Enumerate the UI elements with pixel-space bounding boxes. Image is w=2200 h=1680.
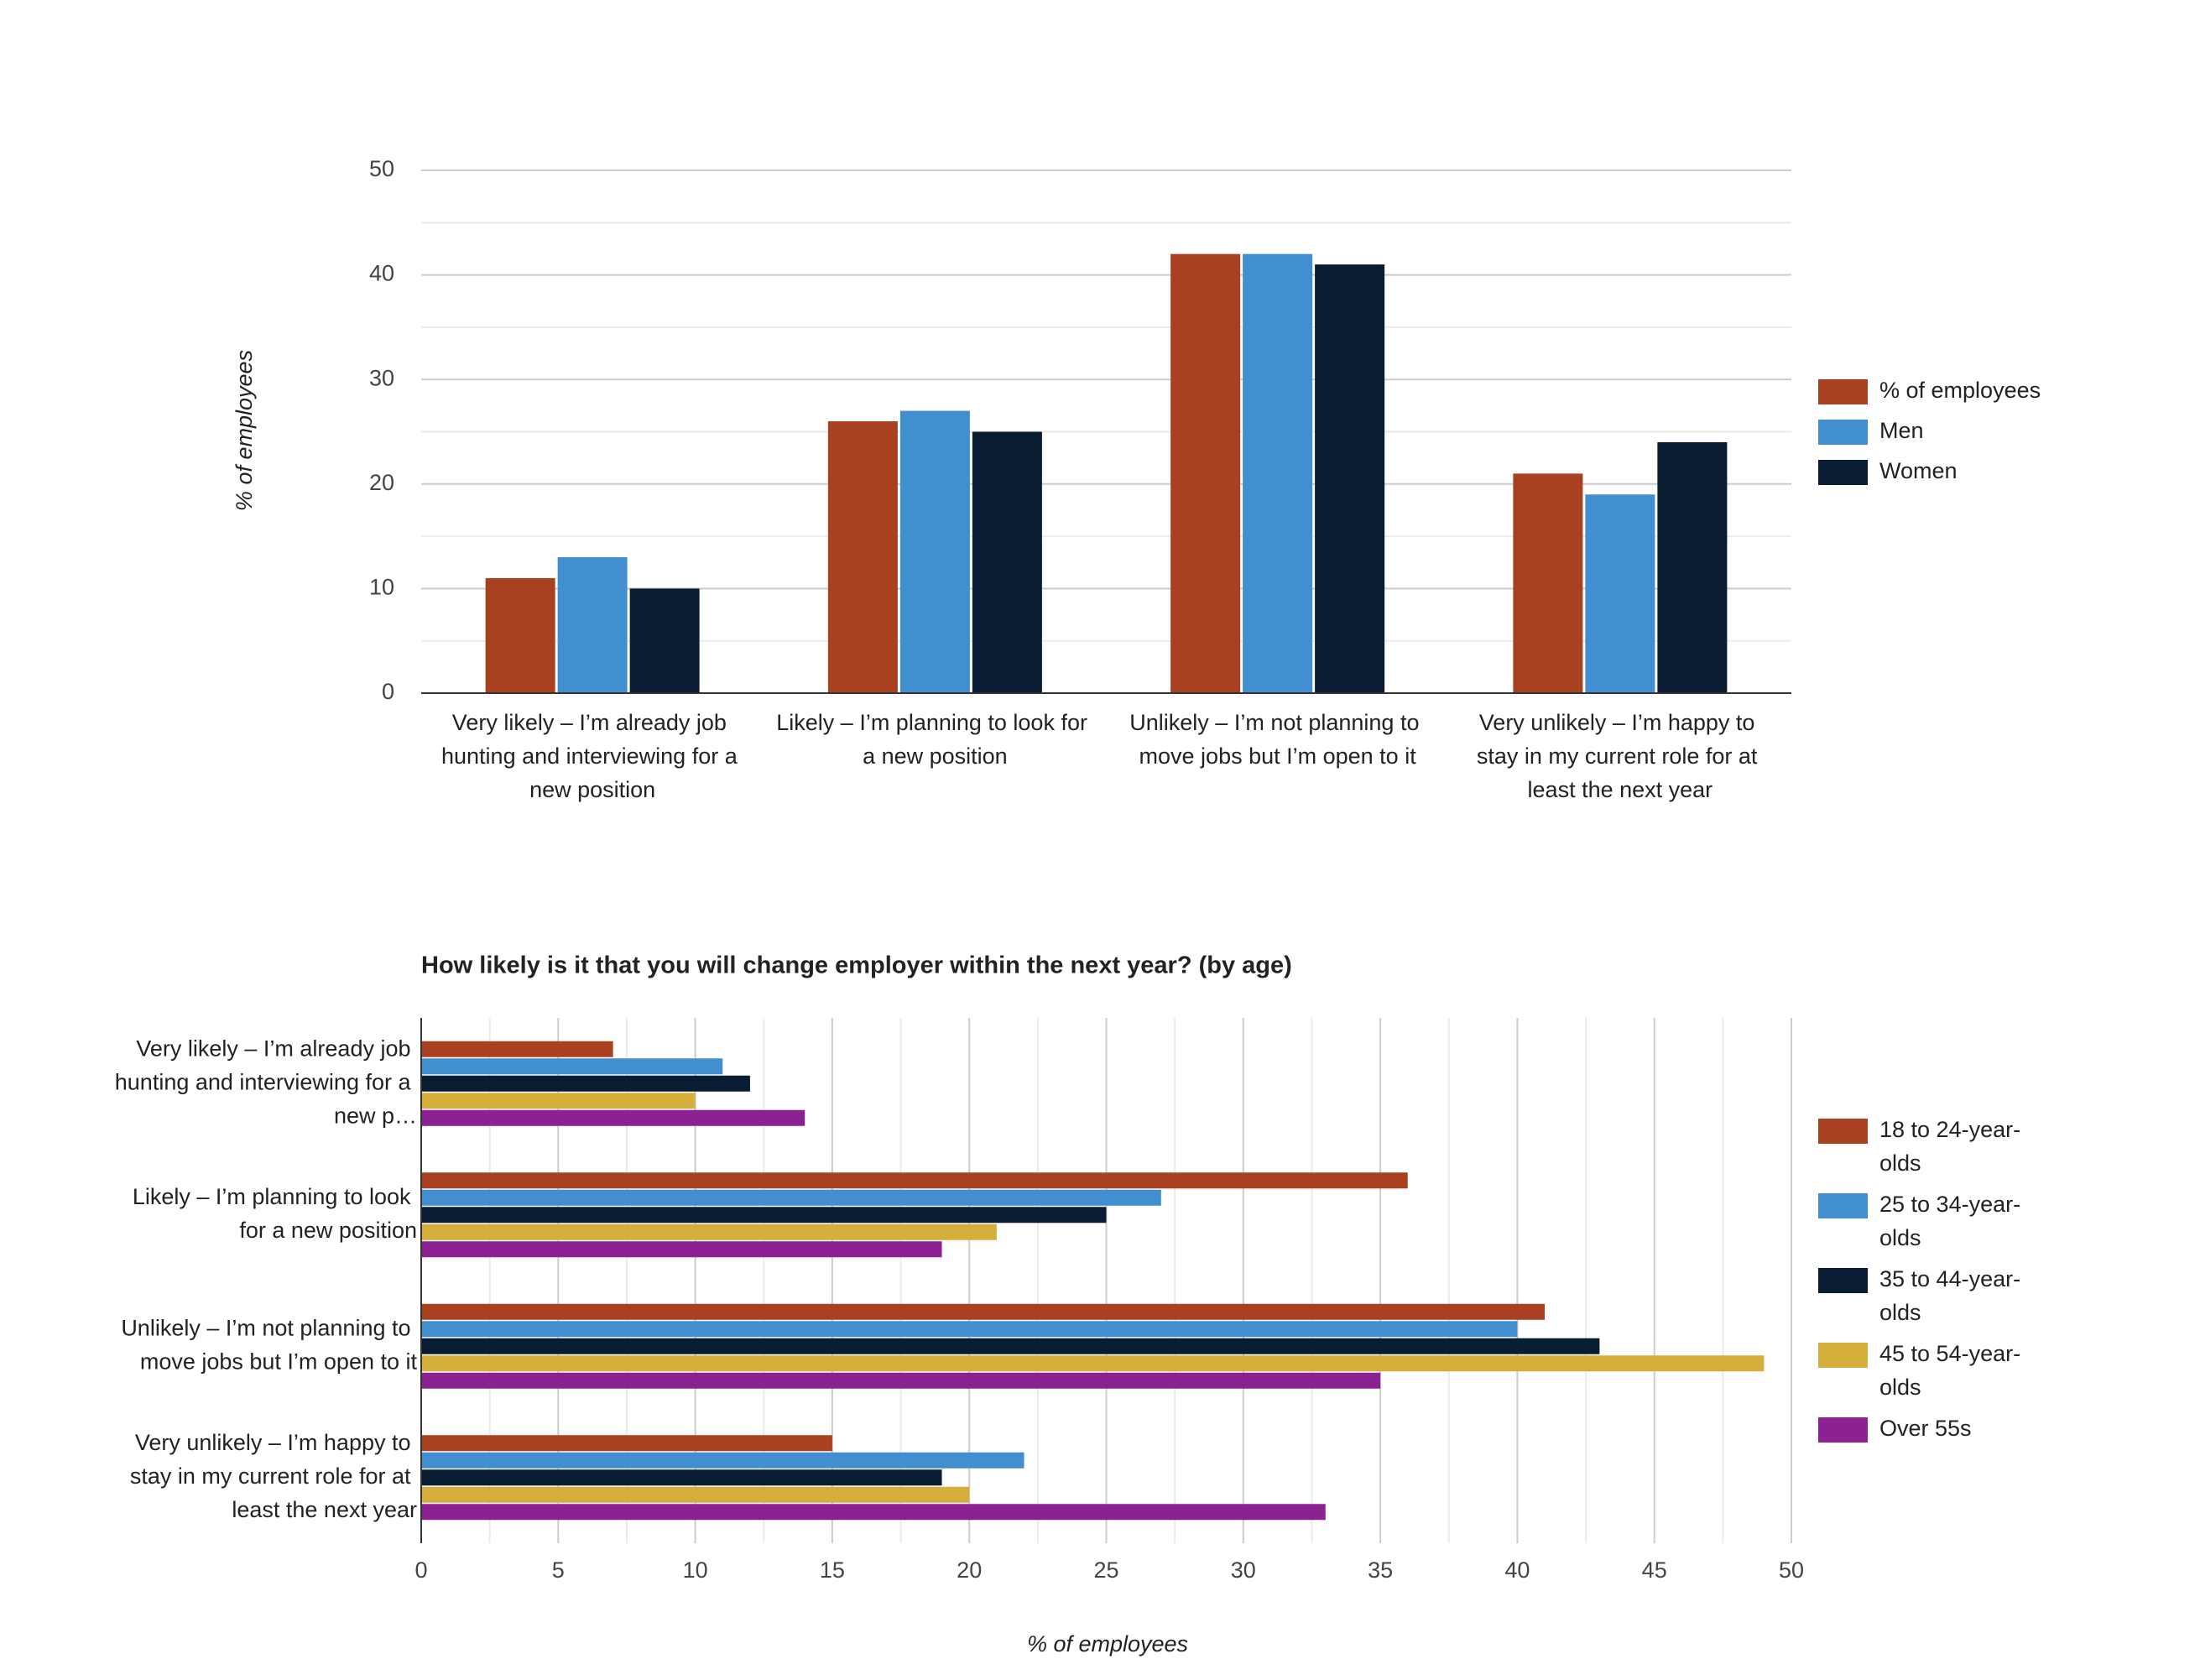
bar: [1585, 494, 1655, 693]
y-tick-label: Very likely – I’m already job hunting an…: [115, 1036, 417, 1128]
legend-label: Women: [1879, 458, 1958, 483]
x-tick-label: Very unlikely – I’m happy to stay in my …: [1477, 710, 1764, 802]
bar: [421, 1486, 970, 1503]
x-tick-label: Very likely – I’m already job hunting an…: [441, 710, 743, 802]
bar: [1170, 253, 1241, 693]
bar: [421, 1241, 942, 1258]
bar: [629, 588, 700, 693]
y-tick-label: 10: [369, 575, 394, 600]
bar: [827, 421, 898, 693]
legend-label: Men: [1879, 418, 1924, 443]
x-tick-label: 45: [1642, 1557, 1667, 1583]
chart-title: How likely is it that you will change em…: [421, 952, 1292, 979]
legend-label: 35 to 44-year-olds: [1879, 1266, 2020, 1325]
bar: [899, 410, 970, 693]
bar: [557, 557, 628, 693]
legend-swatch: [1818, 1119, 1868, 1144]
x-tick-label: 40: [1504, 1557, 1530, 1583]
y-tick-label: Likely – I’m planning to look for a new …: [133, 1184, 417, 1243]
x-tick-label: 50: [1779, 1557, 1804, 1583]
x-tick-label: Unlikely – I’m not planning to move jobs…: [1129, 710, 1426, 769]
bar: [421, 1303, 1546, 1320]
legend-swatch: [1818, 460, 1868, 485]
x-tick-label: 15: [820, 1557, 845, 1583]
legend-label: 25 to 34-year-olds: [1879, 1192, 2020, 1250]
x-tick-label: 0: [414, 1557, 427, 1583]
bar: [421, 1355, 1765, 1372]
x-axis-label: % of employees: [1027, 1631, 1188, 1657]
bar: [421, 1452, 1024, 1469]
legend-swatch: [1818, 1343, 1868, 1368]
bar: [421, 1093, 696, 1109]
legend-swatch: [1818, 420, 1868, 445]
x-tick-label: 35: [1368, 1557, 1393, 1583]
y-tick-label: 40: [369, 261, 394, 286]
bar: [485, 577, 555, 693]
bar: [421, 1172, 1408, 1189]
bar: [421, 1435, 832, 1452]
bar: [421, 1469, 942, 1486]
y-tick-label: Unlikely – I’m not planning to move jobs…: [121, 1315, 417, 1374]
y-axis-label: % of employees: [232, 350, 257, 511]
bar: [421, 1207, 1107, 1223]
x-tick-label: 20: [957, 1557, 982, 1583]
bar: [421, 1058, 723, 1075]
bar: [1657, 441, 1728, 693]
legend-swatch: [1818, 1417, 1868, 1443]
x-tick-label: 30: [1231, 1557, 1256, 1583]
legend-swatch: [1818, 1193, 1868, 1218]
bar: [421, 1223, 997, 1240]
y-tick-label: 0: [382, 679, 394, 704]
legend-label: Over 55s: [1879, 1416, 1972, 1441]
legend-label: 18 to 24-year-olds: [1879, 1117, 2020, 1176]
bar: [421, 1189, 1161, 1206]
x-tick-label: 10: [683, 1557, 708, 1583]
bar: [421, 1504, 1326, 1521]
y-tick-label: 50: [369, 156, 394, 181]
legend-label: 45 to 54-year-olds: [1879, 1341, 2020, 1400]
bar: [421, 1109, 805, 1126]
legend-label: % of employees: [1879, 378, 2041, 403]
bar: [421, 1372, 1381, 1389]
legend-swatch: [1818, 1268, 1868, 1293]
legend-swatch: [1818, 379, 1868, 404]
x-tick-label: 25: [1093, 1557, 1118, 1583]
bar: [421, 1075, 750, 1092]
y-tick-label: 30: [369, 365, 394, 390]
bar: [421, 1041, 613, 1057]
x-tick-label: 5: [552, 1557, 565, 1583]
x-tick-label: Likely – I’m planning to look for a new …: [776, 710, 1093, 769]
bar: [972, 431, 1042, 693]
bar: [1315, 264, 1385, 693]
bar: [421, 1321, 1518, 1338]
y-tick-label: Very unlikely – I’m happy to stay in my …: [130, 1430, 417, 1522]
bar: [421, 1338, 1600, 1354]
bar: [1513, 473, 1583, 693]
bar: [1243, 253, 1313, 693]
y-tick-label: 20: [369, 470, 394, 495]
